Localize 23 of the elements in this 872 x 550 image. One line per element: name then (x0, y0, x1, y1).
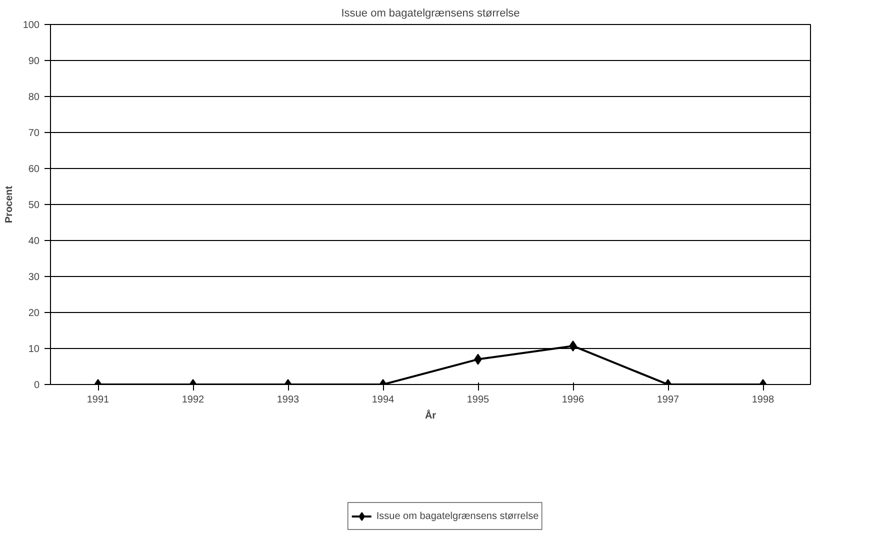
x-tick-label: 1995 (466, 394, 490, 406)
x-tick-label: 1993 (276, 394, 300, 406)
y-axis-title: Procent (4, 185, 15, 224)
x-tick-label: 1996 (562, 394, 585, 406)
y-tick-label: 90 (28, 56, 40, 67)
y-tick-label: 20 (28, 308, 40, 319)
y-tick-label: 30 (28, 272, 40, 283)
y-tick-label: 70 (28, 128, 40, 139)
x-tick-label: 1992 (182, 394, 205, 406)
y-tick-label: 0 (34, 380, 40, 391)
x-tick-label: 1997 (656, 394, 680, 406)
x-tick-label: 1998 (752, 394, 775, 406)
y-tick-label: 40 (28, 236, 40, 247)
y-tick-label: 100 (22, 20, 40, 31)
y-tick-label: 50 (28, 200, 40, 211)
chart-title: Issue om bagatelgrænsens størrelse (341, 8, 520, 20)
y-tick-label: 10 (28, 344, 40, 355)
x-tick-label: 1994 (372, 394, 395, 406)
y-tick-label: 60 (28, 164, 40, 175)
legend-label: Issue om bagatelgrænsens størrelse (376, 510, 539, 522)
x-axis-title: År (424, 410, 436, 422)
y-tick-label: 80 (28, 92, 40, 103)
x-tick-label: 1991 (86, 394, 110, 406)
